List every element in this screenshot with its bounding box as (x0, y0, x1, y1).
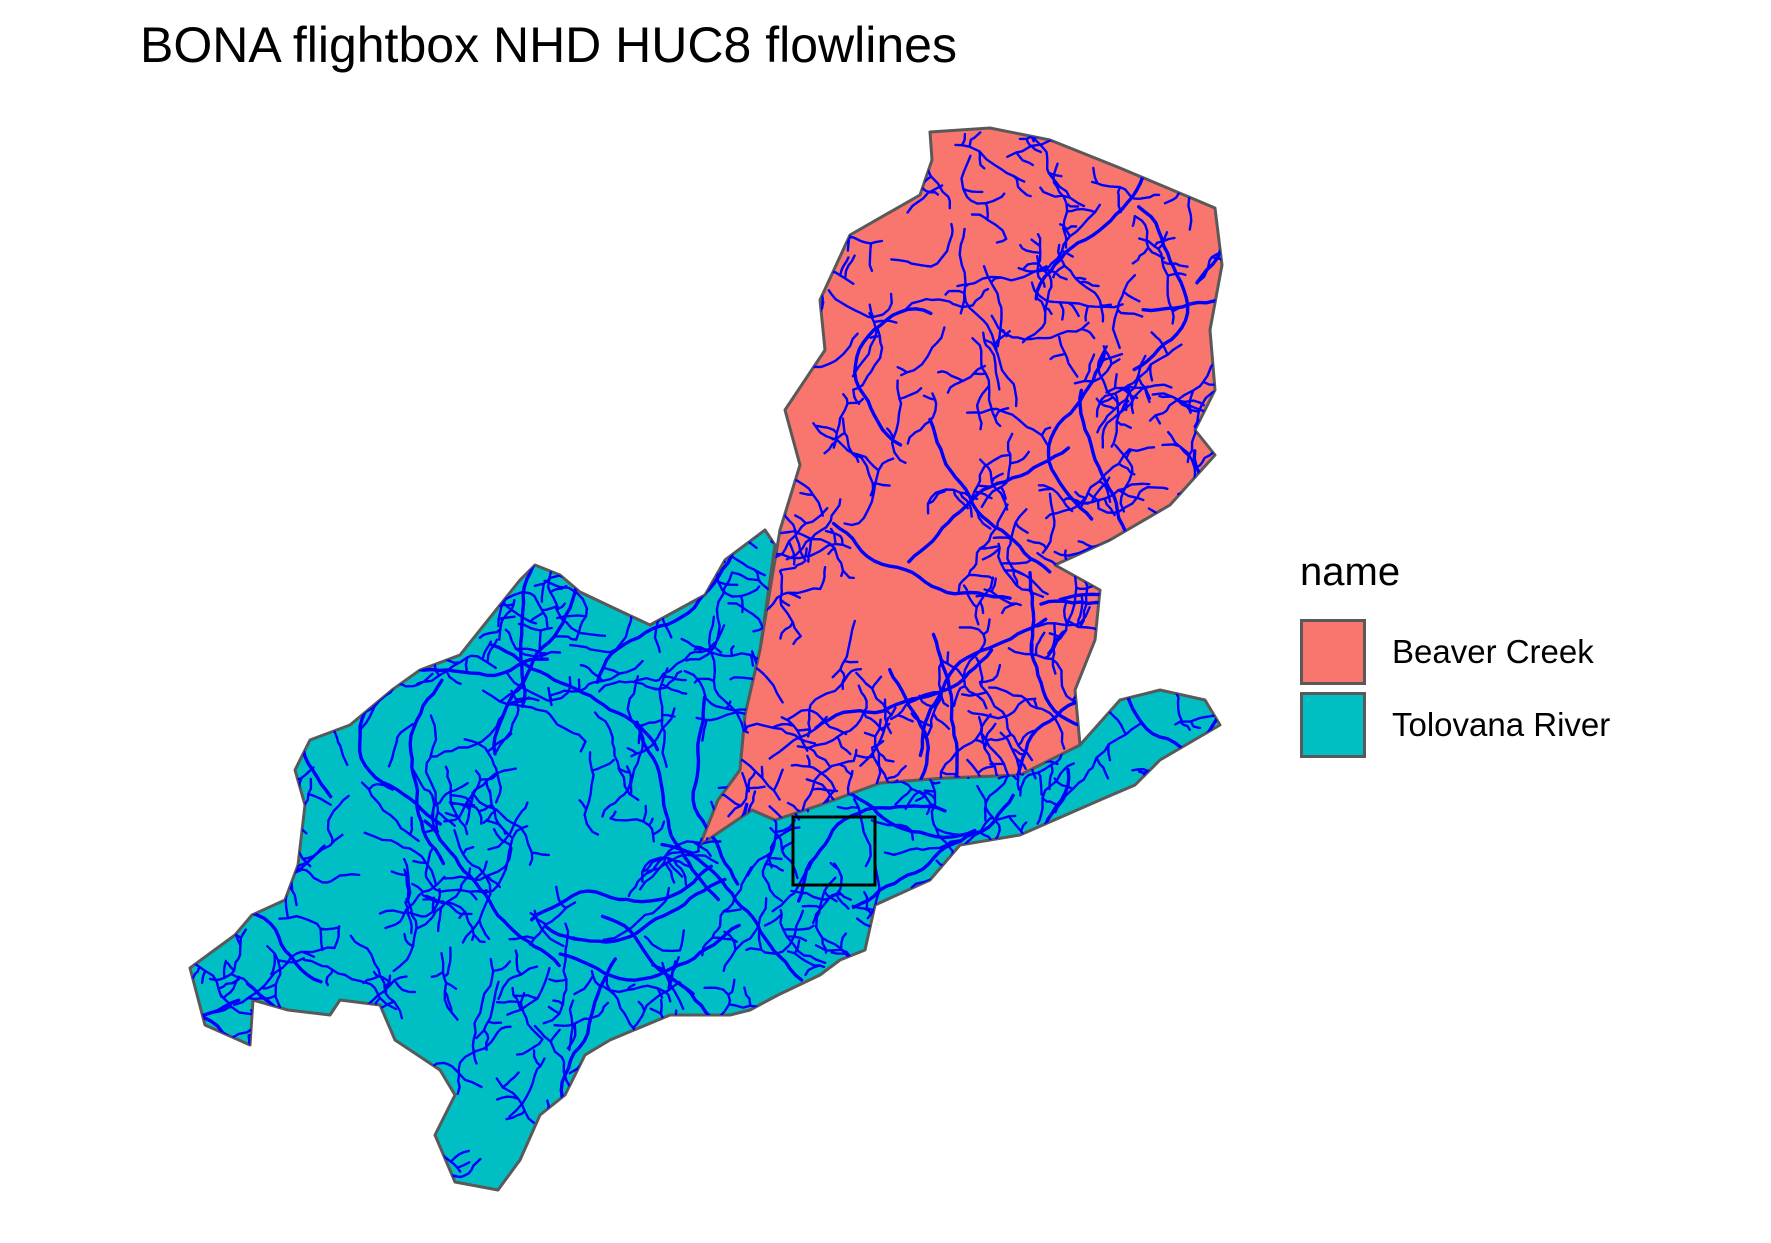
main-channels (700, 128, 1222, 845)
map-title: BONA flightbox NHD HUC8 flowlines (140, 17, 957, 73)
legend-entry-beaver-creek: Beaver Creek (1300, 615, 1610, 688)
legend-key-beaver-creek (1300, 618, 1366, 685)
legend-entry-tolovana-river: Tolovana River (1300, 688, 1610, 761)
legend-label-tolovana-river: Tolovana River (1392, 705, 1611, 743)
legend-title: name (1300, 550, 1401, 594)
legend: name Beaver Creek Tolovana River (1300, 550, 1610, 761)
flightbox-rectangle (791, 815, 877, 887)
legend-key-tolovana-river (1300, 691, 1366, 758)
flowline-network (190, 530, 1220, 1190)
legend-label-beaver-creek: Beaver Creek (1392, 632, 1594, 670)
